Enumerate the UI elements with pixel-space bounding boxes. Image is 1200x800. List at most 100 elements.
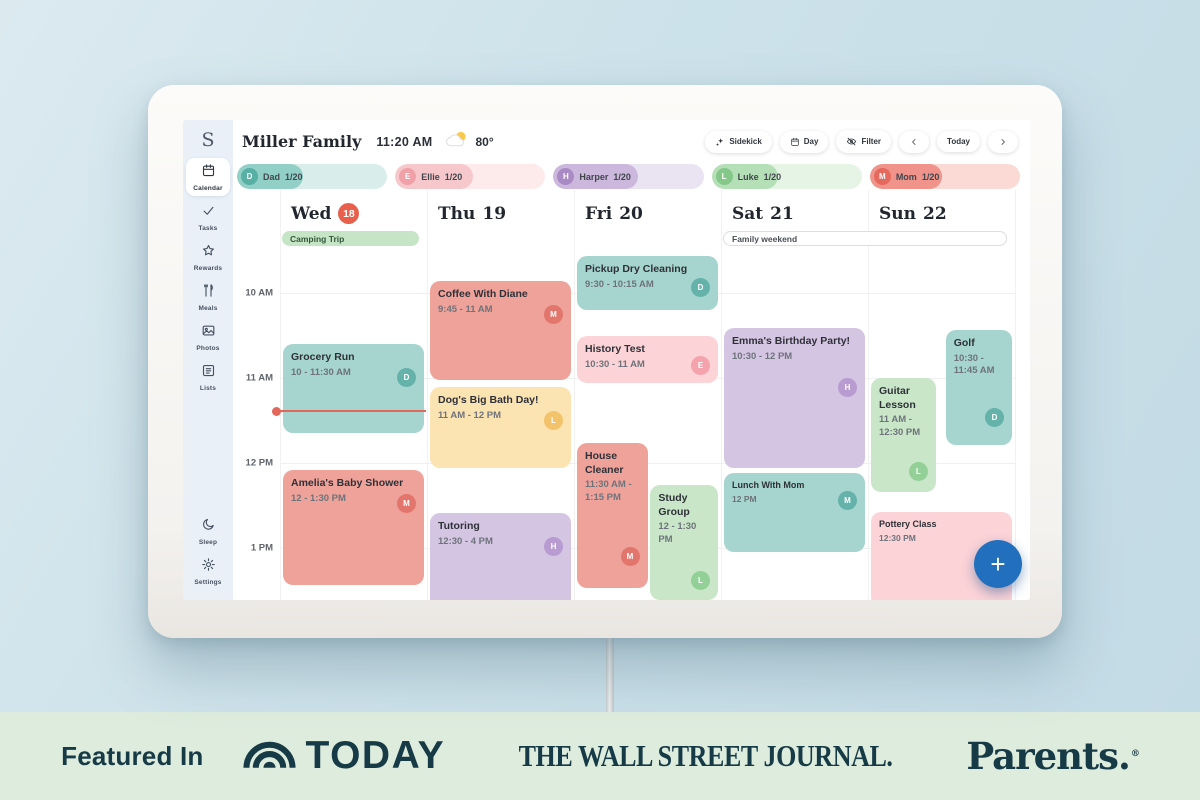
- event-card[interactable]: Pickup Dry Cleaning 9:30 - 10:15 AM D: [577, 256, 718, 310]
- column-divider: [427, 190, 428, 600]
- event-time: 10:30 - 12 PM: [732, 350, 793, 362]
- all-day-event[interactable]: Family weekend: [723, 231, 1007, 246]
- event-time: 12:30 PM: [879, 532, 916, 543]
- event-member-badge: M: [397, 494, 416, 513]
- sidekick-button[interactable]: Sidekick: [705, 130, 772, 153]
- event-time: 11 AM - 12 PM: [438, 409, 502, 421]
- event-card[interactable]: House Cleaner 11:30 AM - 1:15 PM M: [577, 443, 648, 588]
- add-event-button[interactable]: +: [974, 540, 1022, 588]
- member-chip-harper[interactable]: H Harper 1/20: [553, 164, 704, 189]
- sidebar-item-label: Rewards: [193, 265, 223, 272]
- event-card[interactable]: History Test 10:30 - 11 AM E: [577, 336, 718, 383]
- day-label: Sat: [732, 203, 764, 224]
- member-chip-mom[interactable]: M Mom 1/20: [869, 164, 1021, 189]
- event-time: 9:45 - 11 AM: [438, 303, 493, 315]
- sleep-icon: [201, 517, 216, 537]
- event-card[interactable]: Dog's Big Bath Day! 11 AM - 12 PM L: [430, 387, 571, 468]
- today-wordmark: TODAY: [305, 734, 446, 777]
- event-title: House Cleaner: [585, 450, 624, 476]
- event-title: Study Group: [658, 492, 690, 518]
- sidebar-item-label: Lists: [199, 385, 217, 392]
- event-member-badge: M: [620, 547, 640, 566]
- today-logo: TODAY: [241, 734, 445, 778]
- calendar-grid: 10 AM 11 AM 12 PM 1 PM Grocery Run 10 - 11:30…: [233, 250, 1030, 600]
- next-week-button[interactable]: [988, 130, 1018, 153]
- rewards-icon: [201, 243, 216, 263]
- event-time: 12 - 1:30 PM: [658, 521, 697, 546]
- event-card[interactable]: Lunch With Mom 12 PM M: [724, 473, 865, 552]
- event-card[interactable]: Grocery Run 10 - 11:30 AM D: [283, 344, 424, 433]
- today-button[interactable]: Today: [937, 131, 980, 152]
- chevron-right-icon: [998, 137, 1008, 147]
- calendar-icon: [790, 137, 800, 147]
- sidebar-item-tasks[interactable]: Tasks: [186, 198, 230, 236]
- sidebar-item-photos[interactable]: Photos: [186, 318, 230, 356]
- sidebar-item-rewards[interactable]: Rewards: [186, 238, 230, 276]
- event-member-badge: H: [544, 537, 563, 556]
- event-time: 12 - 1:30 PM: [291, 492, 346, 504]
- event-time: 9:30 - 10:15 AM: [585, 278, 654, 290]
- today-date-badge: 18: [338, 203, 360, 224]
- member-name: Dad: [263, 171, 281, 182]
- sidebar-item-meals[interactable]: Meals: [186, 278, 230, 316]
- current-time-indicator: [272, 406, 426, 416]
- event-member-badge: H: [838, 378, 857, 397]
- sidebar-item-calendar[interactable]: Calendar: [186, 158, 230, 196]
- event-card[interactable]: Amelia's Baby Shower 12 - 1:30 PM M: [283, 470, 424, 585]
- prev-week-button[interactable]: [899, 130, 930, 153]
- day-view-button[interactable]: Day: [779, 130, 829, 153]
- member-chip-ellie[interactable]: E Ellie 1/20: [395, 164, 546, 189]
- day-header-sat[interactable]: Sat 21: [721, 190, 868, 230]
- column-divider: [721, 190, 722, 600]
- day-header-wed[interactable]: Wed 18: [280, 190, 427, 230]
- member-chip-dad[interactable]: D Dad 1/20: [237, 164, 388, 189]
- sidebar-item-lists[interactable]: Lists: [186, 358, 230, 396]
- sparkle-icon: [715, 137, 725, 147]
- featured-in-banner: Featured In TODAY THE WALL STREET JOURNA…: [0, 712, 1200, 800]
- featured-in-label: Featured In: [61, 740, 204, 771]
- day-header-fri[interactable]: Fri 20: [574, 190, 721, 230]
- event-member-badge: D: [984, 408, 1004, 427]
- calendar-main: Miller Family 11:20 AM 80° Sidekick: [233, 120, 1030, 600]
- day-date: 19: [482, 203, 507, 224]
- event-card[interactable]: Tutoring 12:30 - 4 PM H: [430, 513, 571, 600]
- event-time: 11 AM - 12:30 PM: [879, 414, 921, 439]
- top-bar: Miller Family 11:20 AM 80° Sidekick: [233, 120, 1030, 163]
- sidebar-item-label: Settings: [194, 579, 222, 586]
- event-member-badge: L: [544, 411, 563, 430]
- event-card[interactable]: Coffee With Diane 9:45 - 11 AM M: [430, 281, 571, 380]
- event-time: 12:30 - 4 PM: [438, 535, 493, 547]
- day-header-thu[interactable]: Thu 19: [427, 190, 574, 230]
- event-title: Lunch With Mom: [732, 480, 805, 490]
- event-member-badge: L: [690, 571, 710, 590]
- member-task-count: 1/20: [921, 171, 940, 182]
- column-divider: [574, 190, 575, 600]
- sidebar-item-label: Photos: [196, 345, 220, 352]
- event-card[interactable]: Guitar Lesson 11 AM - 12:30 PM L: [871, 378, 936, 492]
- sidebar-item-label: Calendar: [193, 185, 223, 192]
- member-name: Luke: [737, 171, 759, 182]
- day-label: Sun: [879, 203, 916, 224]
- sidebar-item-label: Sleep: [198, 539, 218, 546]
- sidebar-item-sleep[interactable]: Sleep: [186, 512, 230, 550]
- parents-logo: Parents.®: [966, 734, 1140, 778]
- event-member-badge: D: [397, 368, 416, 387]
- day-date: 20: [619, 203, 643, 224]
- filter-button[interactable]: Filter: [836, 130, 892, 153]
- event-card[interactable]: Golf 10:30 - 11:45 AM D: [945, 330, 1012, 445]
- member-avatar: H: [557, 168, 575, 185]
- sidebar-item-settings[interactable]: Settings: [186, 552, 230, 590]
- all-day-event[interactable]: Camping Trip: [282, 231, 419, 246]
- event-card[interactable]: Study Group 12 - 1:30 PM L: [650, 485, 718, 600]
- power-cable: [606, 620, 614, 712]
- family-name: Miller Family: [242, 132, 362, 151]
- today-sunrise-icon: [241, 738, 298, 774]
- day-header-sun[interactable]: Sun 22: [868, 190, 1015, 230]
- eye-off-icon: [846, 136, 857, 147]
- event-card[interactable]: Emma's Birthday Party! 10:30 - 12 PM H: [724, 328, 865, 468]
- member-avatar: M: [873, 168, 891, 185]
- member-name: Ellie: [421, 171, 440, 182]
- member-name: Harper: [579, 171, 609, 182]
- event-title: Tutoring: [438, 520, 480, 532]
- member-chip-luke[interactable]: L Luke 1/20: [711, 164, 862, 189]
